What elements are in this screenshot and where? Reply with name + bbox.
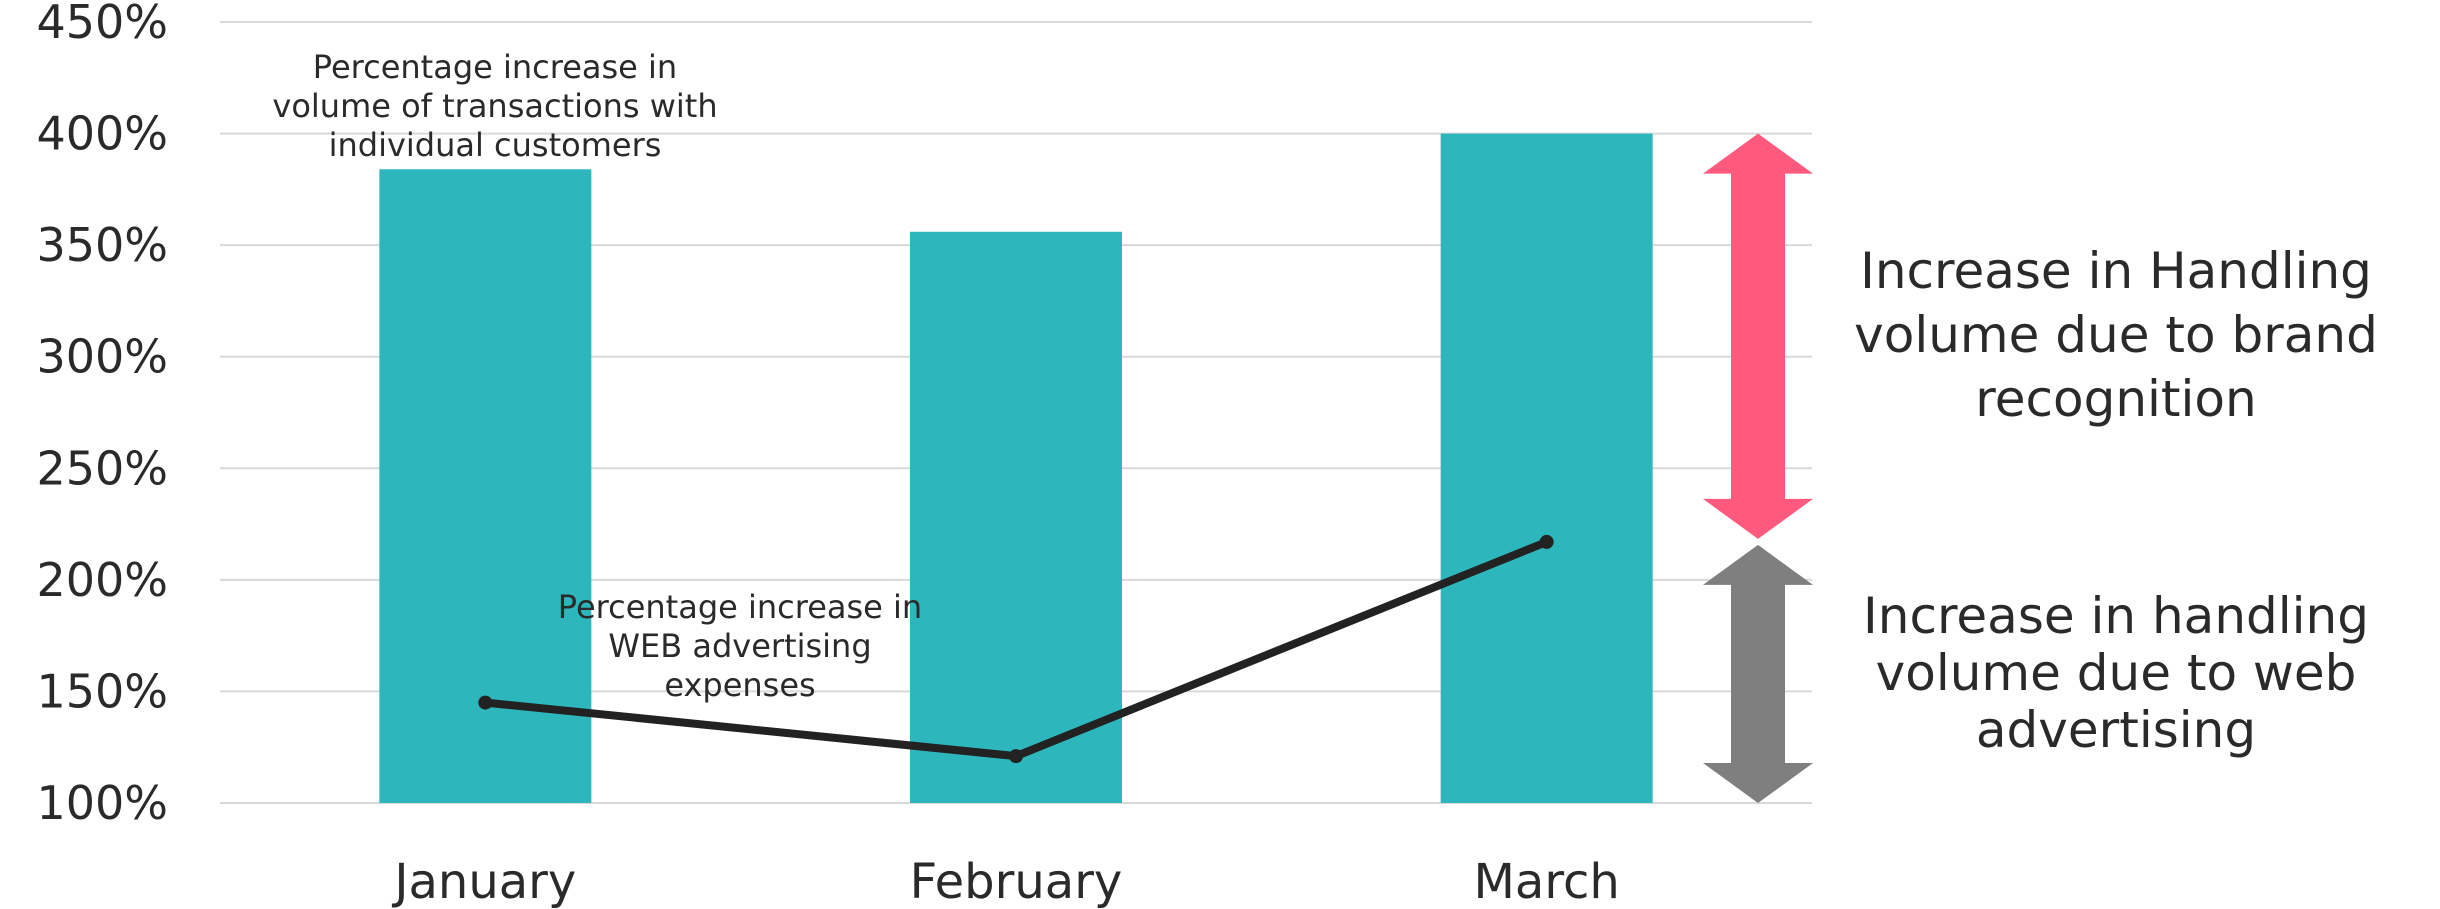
bar-series-label: Percentage increase in volume of transact…	[272, 48, 717, 164]
brand-recognition-label-line: recognition	[1975, 370, 2256, 428]
brackets: Increase in Handling volume due to brand r…	[1703, 133, 2378, 803]
brand-recognition-label: Increase in Handling volume due to brand r…	[1854, 242, 2378, 428]
y-axis: 100% 150% 200% 250% 300% 350% 400% 450%	[36, 0, 168, 830]
bars	[379, 133, 1653, 804]
web-advertising-label-line: volume due to web	[1876, 644, 2357, 702]
x-tick-label: January	[391, 854, 576, 909]
line-series-label-line: Percentage increase in	[558, 588, 922, 626]
line-series-label-line: expenses	[664, 666, 815, 704]
y-tick-label: 450%	[36, 0, 168, 49]
web-advertising-label: Increase in handling volume due to web adv…	[1863, 587, 2369, 759]
bar-february	[910, 231, 1122, 804]
brand-recognition-label-line: Increase in Handling	[1860, 242, 2372, 300]
annotations: Percentage increase in volume of transact…	[272, 48, 922, 704]
web-advertising-arrow	[1703, 544, 1813, 803]
web-advertising-label-line: Increase in handling	[1863, 587, 2369, 645]
brand-recognition-label-line: volume due to brand	[1854, 306, 2378, 364]
line-series-label: Percentage increase in WEB advertising exp…	[558, 588, 922, 704]
x-tick-label: March	[1474, 854, 1620, 909]
web-advertising-label-line: advertising	[1976, 701, 2256, 759]
bar-series-label-line: individual customers	[329, 126, 662, 164]
y-tick-label: 400%	[36, 107, 168, 161]
line-point	[1539, 534, 1554, 549]
brand-recognition-arrow	[1703, 133, 1813, 539]
line-point	[1009, 749, 1023, 764]
x-axis: January February March	[391, 854, 1619, 909]
y-tick-label: 100%	[36, 776, 168, 830]
y-tick-label: 250%	[36, 441, 168, 495]
bar-march	[1440, 133, 1653, 804]
bar-series-label-line: volume of transactions with	[272, 87, 717, 125]
y-tick-label: 200%	[36, 553, 168, 607]
line-series-label-line: WEB advertising	[608, 627, 871, 665]
y-tick-label: 150%	[36, 664, 168, 718]
bar-series-label-line: Percentage increase in	[313, 48, 677, 86]
y-tick-label: 300%	[36, 330, 168, 384]
line-point	[478, 695, 493, 710]
y-tick-label: 350%	[36, 218, 168, 272]
x-tick-label: February	[910, 854, 1123, 909]
line-series	[478, 534, 1554, 764]
